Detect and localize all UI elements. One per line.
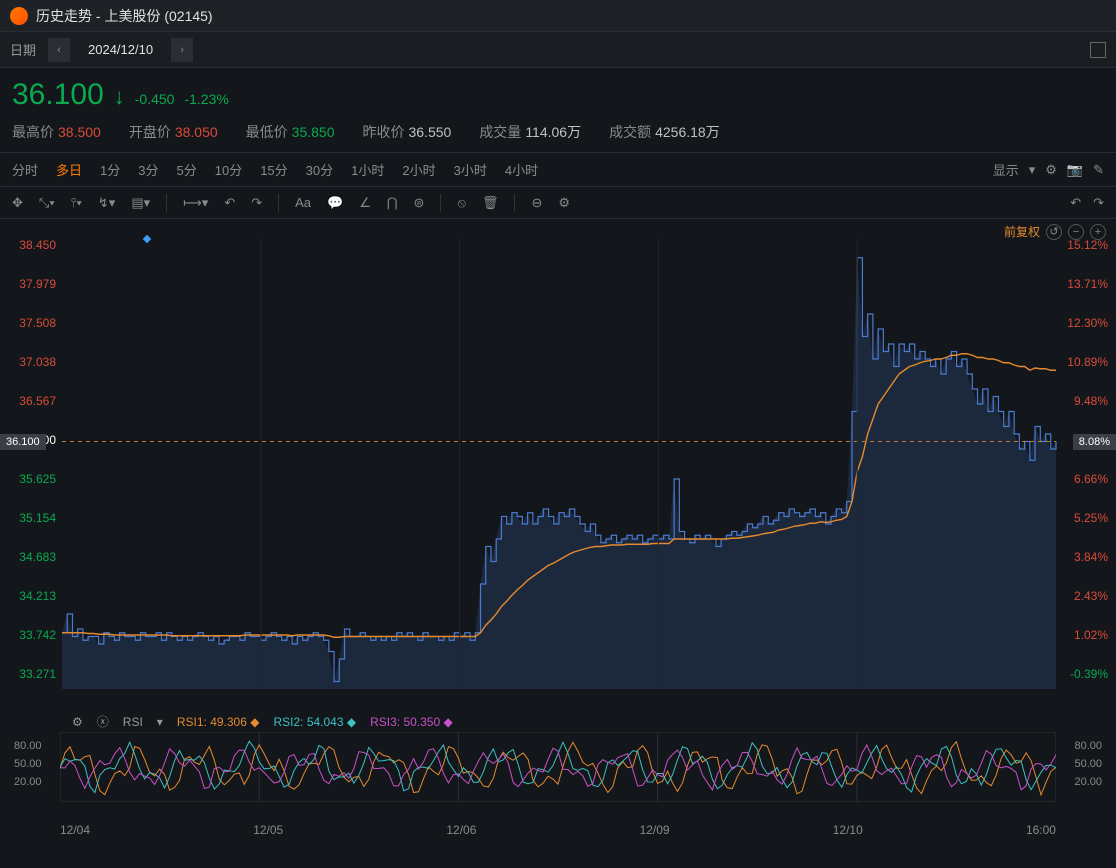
tool-icon-4[interactable]: ▤▾ xyxy=(131,195,150,211)
header: 历史走势 - 上美股份 (02145) xyxy=(0,0,1116,32)
tool-icon-2[interactable]: ⫯▾ xyxy=(71,195,82,211)
app-logo-icon xyxy=(10,7,28,25)
timeframe-row: 分时多日1分3分5分10分15分30分1小时2小时3小时4小时 显示▾ ⚙ 📷 … xyxy=(0,153,1116,187)
timeframe-2小时[interactable]: 2小时 xyxy=(402,160,435,179)
tool-row: ✥ ⤡▾ ⫯▾ ↯▾ ▤▾ ⟼▾ ↶ ↷ Aa 💬 ∠ ⋂ ⊜ ⦸ 🗑 ⊖ ⚙ ↶ ↷ xyxy=(0,187,1116,219)
tool-icon-1[interactable]: ⤡▾ xyxy=(39,195,55,211)
tool-icon-14[interactable]: 🗑 xyxy=(482,195,499,211)
last-price: 36.100 xyxy=(12,78,104,112)
tool-icon-5[interactable]: ⟼▾ xyxy=(183,195,208,211)
tool-icon-12[interactable]: ⊜ xyxy=(414,195,425,211)
tool-icon-3[interactable]: ↯▾ xyxy=(98,195,115,211)
tool-icon-16[interactable]: ⚙ xyxy=(558,195,570,211)
edit-icon[interactable]: ✎ xyxy=(1093,162,1104,178)
vol-label: 成交量 xyxy=(479,124,521,140)
x-axis: 12/0412/0512/0612/0912/1016:00 xyxy=(0,819,1116,837)
rsi1-value: 49.306 xyxy=(210,715,247,729)
window-title: 历史走势 - 上美股份 (02145) xyxy=(36,6,213,26)
camera-icon[interactable]: 📷 xyxy=(1067,162,1083,178)
high-value: 38.500 xyxy=(58,124,101,140)
prev-value: 36.550 xyxy=(408,124,451,140)
date-next-button[interactable]: › xyxy=(171,38,193,62)
rsi-title: RSI xyxy=(123,715,143,729)
amt-value: 4256.18万 xyxy=(655,124,720,140)
low-label: 最低价 xyxy=(246,124,288,140)
timeframe-多日[interactable]: 多日 xyxy=(56,160,82,179)
timeframe-3小时[interactable]: 3小时 xyxy=(454,160,487,179)
timeframe-1分[interactable]: 1分 xyxy=(100,160,120,179)
chevron-down-icon[interactable]: ▾ xyxy=(157,715,163,729)
chevron-down-icon[interactable]: ▾ xyxy=(1029,162,1036,178)
prev-label: 昨收价 xyxy=(362,124,404,140)
current-price-tag-left: 36.100 xyxy=(0,434,46,450)
timeframe-分时[interactable]: 分时 xyxy=(12,160,38,179)
rsi2-label: RSI2: xyxy=(273,715,303,729)
reset-icon[interactable]: ↺ xyxy=(1046,224,1062,240)
rsi-yaxis-left: 80.0050.0020.00 xyxy=(14,737,42,791)
rsi-panel[interactable]: ⚙ ⓧ RSI ▾ RSI1: 49.306 ◆ RSI2: 54.043 ◆ … xyxy=(0,709,1116,819)
panel-toggle-button[interactable] xyxy=(1090,42,1106,58)
high-label: 最高价 xyxy=(12,124,54,140)
timeframe-10分[interactable]: 10分 xyxy=(215,160,242,179)
rsi2-value: 54.043 xyxy=(307,715,344,729)
open-label: 开盘价 xyxy=(129,124,171,140)
gear-icon[interactable]: ⚙ xyxy=(72,715,83,729)
tool-icon-0[interactable]: ✥ xyxy=(12,195,23,211)
tool-icon-13[interactable]: ⦸ xyxy=(457,195,465,211)
tool-icon-7[interactable]: ↷ xyxy=(251,195,262,211)
date-display[interactable]: 2024/12/10 xyxy=(70,38,171,62)
tool-icon-6[interactable]: ↶ xyxy=(224,195,235,211)
timeframe-3分[interactable]: 3分 xyxy=(138,160,158,179)
date-prev-button[interactable]: ‹ xyxy=(48,38,70,62)
timeframe-15分[interactable]: 15分 xyxy=(260,160,287,179)
low-value: 35.850 xyxy=(292,124,335,140)
gear-icon[interactable]: ⚙ xyxy=(1045,162,1057,178)
rsi1-label: RSI1: xyxy=(177,715,207,729)
timeframe-4小时[interactable]: 4小时 xyxy=(505,160,538,179)
current-pct-tag-right: 8.08% xyxy=(1073,434,1116,450)
tool-icon-10[interactable]: ∠ xyxy=(359,195,371,211)
rsi3-label: RSI3: xyxy=(370,715,400,729)
show-label[interactable]: 显示 xyxy=(993,160,1019,179)
rsi-yaxis-right: 80.0050.0020.00 xyxy=(1074,737,1102,791)
y-axis-right: 15.12%13.71%12.30%10.89%9.48%8.08%6.66%5… xyxy=(1056,239,1108,707)
stats-row: 最高价38.500 开盘价38.050 最低价35.850 昨收价36.550 … xyxy=(0,120,1116,153)
arrow-down-icon: ↓ xyxy=(114,84,125,110)
open-value: 38.050 xyxy=(175,124,218,140)
undo-icon[interactable]: ↶ xyxy=(1070,195,1081,211)
tool-icon-8[interactable]: Aa xyxy=(295,195,311,210)
main-chart[interactable]: 前复权 ↺ − + 38.45037.97937.50837.03836.567… xyxy=(0,219,1116,709)
rsi3-value: 50.350 xyxy=(403,715,440,729)
chart-canvas[interactable] xyxy=(0,219,1116,709)
close-icon[interactable]: ⓧ xyxy=(97,713,109,730)
rsi-canvas[interactable] xyxy=(60,732,1056,802)
price-change: -0.450 xyxy=(135,91,175,107)
tool-icon-9[interactable]: 💬 xyxy=(327,195,343,211)
timeframe-1小时[interactable]: 1小时 xyxy=(351,160,384,179)
date-bar: 日期 ‹ 2024/12/10 › xyxy=(0,32,1116,68)
price-row: 36.100 ↓ -0.450 -1.23% xyxy=(0,68,1116,120)
tool-icon-15[interactable]: ⊖ xyxy=(531,195,542,211)
redo-icon[interactable]: ↷ xyxy=(1093,195,1104,211)
y-axis-left: 38.45037.97937.50837.03836.56736.10035.6… xyxy=(8,239,56,707)
amt-label: 成交额 xyxy=(609,124,651,140)
date-label: 日期 xyxy=(10,40,36,59)
price-change-pct: -1.23% xyxy=(184,91,228,107)
timeframe-30分[interactable]: 30分 xyxy=(306,160,333,179)
vol-value: 114.06万 xyxy=(525,124,581,140)
timeframe-5分[interactable]: 5分 xyxy=(177,160,197,179)
tool-icon-11[interactable]: ⋂ xyxy=(387,195,398,211)
adjust-label[interactable]: 前复权 xyxy=(1004,223,1040,240)
